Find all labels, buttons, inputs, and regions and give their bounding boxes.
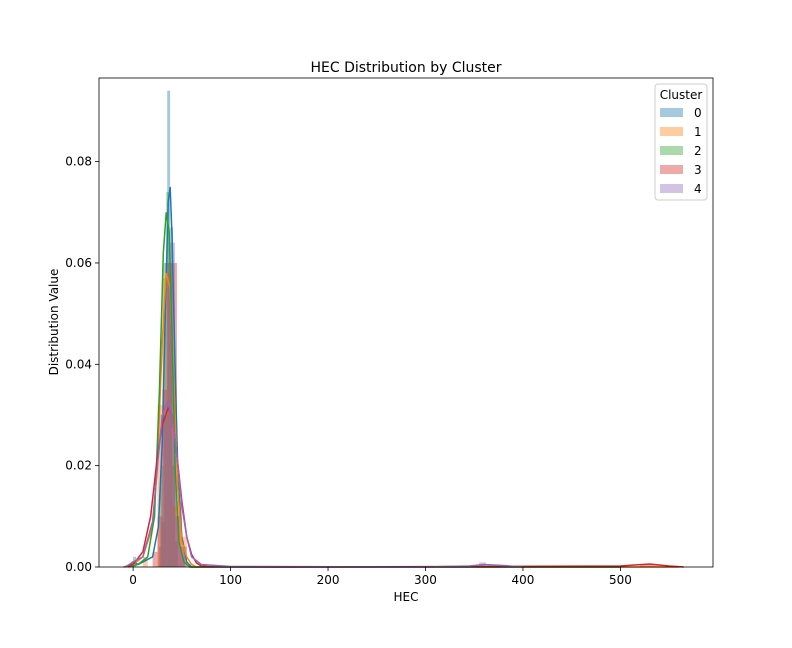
legend: Cluster 0 1 2 3 4 <box>654 83 708 201</box>
histogram-bar <box>173 430 176 567</box>
histogram-bar <box>654 564 665 567</box>
histogram-bar <box>176 501 182 567</box>
x-tick-label: 0 <box>129 573 137 587</box>
histogram-bar <box>164 414 168 567</box>
histogram-bar <box>160 414 166 567</box>
x-tick-label: 200 <box>317 573 340 587</box>
y-tick-label: 0.06 <box>65 256 92 270</box>
legend-entry-label: 0 <box>694 106 702 120</box>
histogram-bar <box>158 546 162 567</box>
histogram-bar <box>172 506 177 567</box>
legend-entry-label: 4 <box>694 182 702 196</box>
legend-swatch <box>660 165 683 174</box>
histogram-bar <box>172 465 176 567</box>
histogram-bar <box>169 262 173 567</box>
histogram-bar <box>167 262 173 567</box>
histogram-bar <box>639 563 655 567</box>
histogram-bar <box>160 465 164 567</box>
histogram-bar <box>163 262 167 567</box>
histogram-bar <box>152 551 158 567</box>
histogram-bar <box>170 242 176 567</box>
x-tick-label: 500 <box>609 573 632 587</box>
histogram-bar <box>142 556 148 567</box>
x-axis-label: HEC <box>394 590 419 604</box>
legend-entry-label: 1 <box>694 125 702 139</box>
histogram-bar <box>162 389 168 567</box>
histogram-bar <box>178 546 182 567</box>
legend-swatch <box>660 184 683 193</box>
y-tick-label: 0.00 <box>65 560 92 574</box>
histogram-bar <box>175 516 179 567</box>
x-tick-label: 400 <box>511 573 534 587</box>
x-tick-label: 100 <box>219 573 242 587</box>
histogram-bar <box>175 516 180 567</box>
legend-title: Cluster <box>660 88 703 102</box>
axes-frame <box>98 77 714 568</box>
histogram-bar <box>170 227 174 568</box>
series-2-bars <box>160 192 178 567</box>
legend-box <box>654 83 708 201</box>
histogram-bar <box>166 192 170 567</box>
legend-entry-label: 2 <box>694 144 702 158</box>
y-axis-label: Distribution Value <box>47 269 61 376</box>
histogram-bar <box>161 521 165 567</box>
histogram-bar <box>175 541 178 567</box>
y-tick-label: 0.02 <box>65 459 92 473</box>
histogram-bar <box>167 90 171 568</box>
legend-swatch <box>660 108 683 117</box>
kde-line-series-4 <box>124 400 524 568</box>
legend-entry-label: 3 <box>694 163 702 177</box>
y-tick-label: 0.08 <box>65 155 92 169</box>
histogram-bar <box>162 278 168 567</box>
histogram-bar <box>165 262 171 567</box>
x-axis-ticks: 0 100 200 300 400 500 <box>129 567 632 587</box>
legend-swatch <box>660 127 683 136</box>
kde-line-series-2 <box>128 212 621 568</box>
kde-lines <box>123 186 684 568</box>
x-tick-label: 300 <box>414 573 437 587</box>
chart-title: HEC Distribution by Cluster <box>310 60 501 76</box>
histogram-bar <box>157 516 163 567</box>
y-tick-label: 0.04 <box>65 357 92 371</box>
legend-swatch <box>660 146 683 155</box>
y-axis-ticks: 0.00 0.02 0.04 0.06 0.08 <box>65 155 99 574</box>
histogram-bar <box>167 273 173 567</box>
histogram-bar <box>181 546 187 567</box>
